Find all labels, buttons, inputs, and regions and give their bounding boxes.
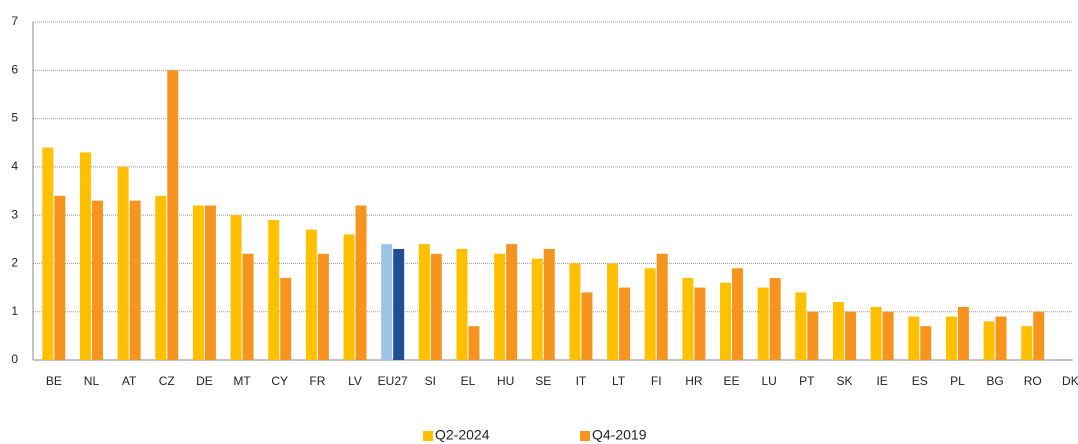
x-tick-label: IE xyxy=(876,374,887,388)
bar xyxy=(920,326,932,360)
x-tick-label: AT xyxy=(122,374,137,388)
x-tick-label: IT xyxy=(576,374,587,388)
bar xyxy=(694,287,706,360)
y-tick-label: 6 xyxy=(11,62,18,76)
bar xyxy=(995,316,1007,360)
bar xyxy=(769,277,781,360)
bar xyxy=(317,253,329,360)
bar xyxy=(268,219,280,360)
bar xyxy=(230,215,242,360)
bar xyxy=(167,70,179,361)
bar xyxy=(844,311,856,360)
bar xyxy=(506,244,518,360)
bar xyxy=(54,195,66,360)
bar xyxy=(456,248,468,360)
bar xyxy=(945,316,957,360)
bar xyxy=(494,253,506,360)
x-tick-label: BG xyxy=(986,374,1003,388)
bar xyxy=(644,268,656,360)
y-tick-label: 1 xyxy=(11,304,18,318)
x-tick-label: FI xyxy=(651,374,662,388)
bar xyxy=(682,277,694,360)
x-tick-label: CZ xyxy=(159,374,175,388)
bar xyxy=(1033,311,1045,360)
x-tick-label: HR xyxy=(685,374,703,388)
bar xyxy=(117,166,129,360)
x-tick-label: SI xyxy=(425,374,436,388)
bar xyxy=(832,302,844,360)
x-tick-label: HU xyxy=(497,374,514,388)
bar xyxy=(204,205,216,360)
bar xyxy=(908,316,920,360)
bar xyxy=(381,244,393,360)
bar xyxy=(757,287,769,360)
legend-label: Q4-2019 xyxy=(592,427,647,443)
x-tick-label: ES xyxy=(912,374,928,388)
y-tick-label: 4 xyxy=(11,159,18,173)
bar xyxy=(192,205,204,360)
bar xyxy=(581,292,593,360)
x-tick-label: SK xyxy=(836,374,852,388)
bar xyxy=(355,205,367,360)
bar xyxy=(1021,326,1033,360)
bar xyxy=(569,263,581,360)
bar xyxy=(242,253,254,360)
y-tick-label: 2 xyxy=(11,256,18,270)
bar xyxy=(42,147,54,360)
x-tick-label: LU xyxy=(762,374,777,388)
x-tick-label: SE xyxy=(535,374,551,388)
bar xyxy=(607,263,619,360)
legend-swatch xyxy=(580,431,590,441)
bar xyxy=(305,229,317,360)
bar xyxy=(468,326,480,360)
x-tick-label: EU27 xyxy=(378,374,408,388)
bar xyxy=(418,244,430,360)
x-tick-label: EL xyxy=(461,374,476,388)
x-tick-label: NL xyxy=(84,374,100,388)
bar xyxy=(543,248,555,360)
y-tick-label: 0 xyxy=(11,352,18,366)
x-tick-label: LT xyxy=(612,374,626,388)
y-tick-label: 5 xyxy=(11,111,18,125)
bar xyxy=(129,200,141,360)
x-tick-label: RO xyxy=(1024,374,1042,388)
bar xyxy=(155,195,167,360)
x-tick-label: BE xyxy=(46,374,62,388)
bar xyxy=(870,306,882,360)
bar xyxy=(531,258,543,360)
x-tick-label: EE xyxy=(724,374,740,388)
bar xyxy=(91,200,103,360)
legend-swatch xyxy=(423,431,433,441)
bar xyxy=(732,268,744,360)
x-tick-label: DK xyxy=(1062,374,1078,388)
bar xyxy=(619,287,631,360)
bar xyxy=(807,311,819,360)
bar xyxy=(957,306,969,360)
bar xyxy=(882,311,894,360)
y-tick-label: 3 xyxy=(11,207,18,221)
x-tick-label: FR xyxy=(309,374,325,388)
bar xyxy=(983,321,995,360)
bar xyxy=(656,253,668,360)
y-tick-label: 7 xyxy=(11,14,18,28)
x-tick-label: PT xyxy=(799,374,815,388)
x-tick-label: PL xyxy=(950,374,965,388)
bar xyxy=(795,292,807,360)
bar xyxy=(720,282,732,360)
x-tick-label: CY xyxy=(271,374,288,388)
bar xyxy=(393,248,405,360)
x-tick-label: MT xyxy=(233,374,251,388)
x-tick-label: DE xyxy=(196,374,213,388)
x-tick-label: LV xyxy=(348,374,362,388)
bar xyxy=(343,234,355,360)
bar xyxy=(79,152,91,360)
bar xyxy=(280,277,292,360)
bar xyxy=(430,253,442,360)
legend-label: Q2-2024 xyxy=(435,427,490,443)
